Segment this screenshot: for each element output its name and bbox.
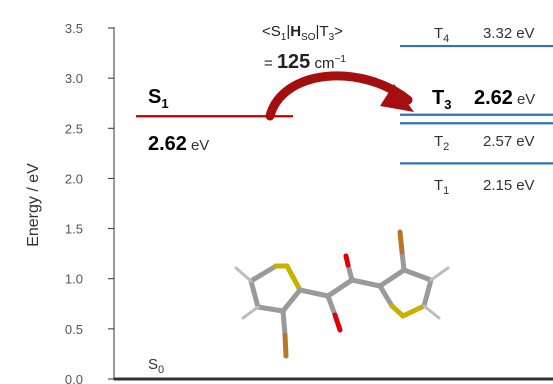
y-tick-label: 3.5	[65, 21, 83, 36]
s1-energy-label: 2.62 eV	[148, 133, 209, 155]
y-tick-label: 1.5	[65, 222, 83, 237]
y-tick-label: 2.5	[65, 121, 83, 136]
y-tick-label: 0.0	[65, 372, 83, 384]
t4-energy-label: 3.32 eV	[483, 25, 535, 42]
soc-matrix-element: <S1|HSO|T3>	[262, 23, 343, 43]
soc-value: = 125 cm−1	[264, 51, 346, 73]
molecule-structure	[236, 232, 448, 356]
y-axis-label: Energy / eV	[25, 163, 42, 247]
s0-label: S0	[148, 356, 164, 376]
t3-energy-label: 2.62 eV	[474, 87, 535, 109]
t4-label: T4	[434, 25, 449, 45]
y-tick-label: 1.0	[65, 272, 83, 287]
t1-label: T1	[434, 177, 449, 197]
t1-energy-label: 2.15 eV	[483, 177, 535, 194]
y-tick-label: 2.0	[65, 171, 83, 186]
y-ticks: 0.0 0.5 1.0 1.5 2.0 2.5 3.0 3.5	[65, 21, 114, 384]
t2-energy-label: 2.57 eV	[483, 133, 535, 150]
y-tick-label: 3.0	[65, 71, 83, 86]
t3-label: T3	[432, 87, 451, 112]
s1-label: S1	[148, 86, 169, 111]
y-tick-label: 0.5	[65, 322, 83, 337]
t2-label: T2	[434, 133, 449, 153]
